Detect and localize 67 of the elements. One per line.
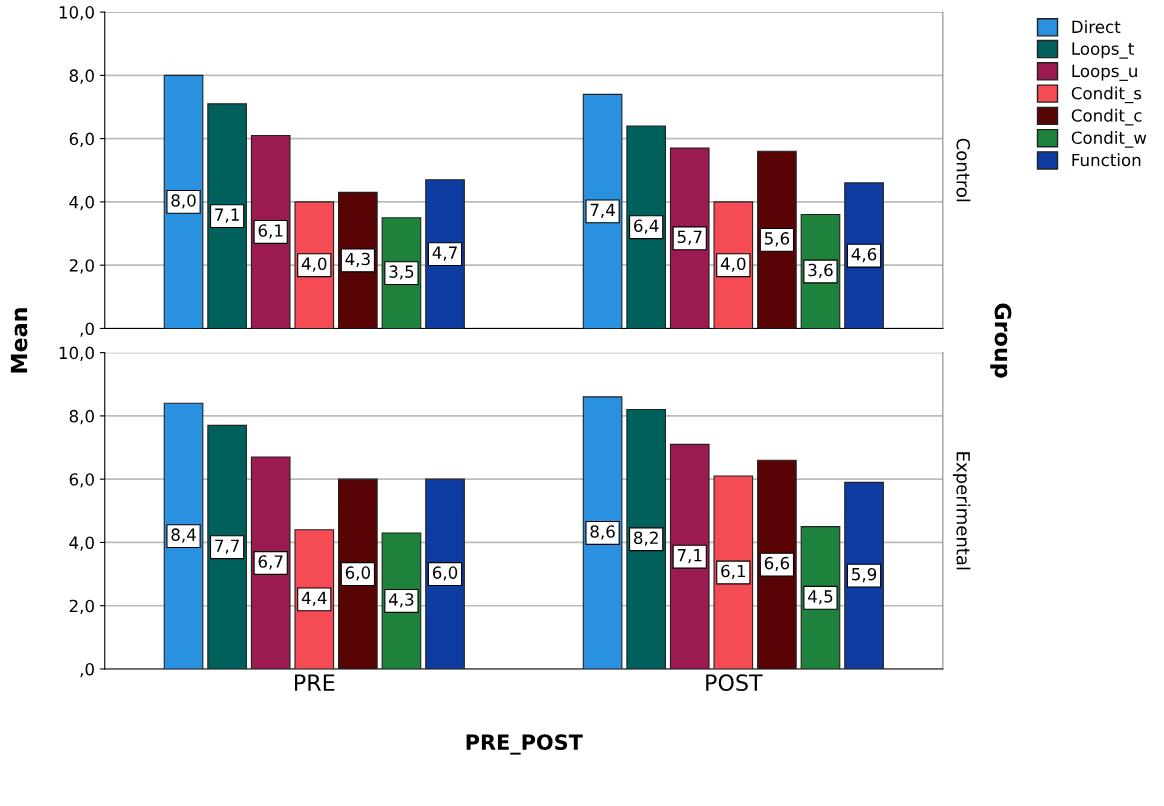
data-label: 4,3 — [345, 252, 370, 267]
data-label: 4,5 — [808, 590, 833, 605]
data-label: 3,6 — [808, 263, 833, 279]
legend-label: Condit_w — [1071, 131, 1147, 148]
y-tick-label: 8,0 — [69, 409, 94, 425]
data-label: 4,6 — [851, 247, 877, 263]
y-tick-label: 10,0 — [59, 6, 94, 21]
y-axis-title: Mean — [10, 308, 28, 373]
data-label: 7,4 — [590, 203, 615, 218]
y-tick-label: ,0 — [80, 662, 94, 678]
y-tick-label: 6,0 — [69, 132, 94, 147]
bar — [669, 443, 710, 669]
bar — [163, 402, 204, 669]
legend-label: Function — [1072, 153, 1141, 167]
legend-label: Loops_u — [1072, 64, 1137, 81]
y-tick-label: 2,0 — [69, 599, 94, 614]
bar — [844, 481, 884, 669]
data-label: 4,0 — [720, 257, 746, 272]
y-tick-label: 2,0 — [69, 259, 94, 274]
data-label: 4,0 — [301, 257, 327, 272]
data-label: 8,4 — [171, 528, 196, 543]
data-label: 6,0 — [432, 566, 458, 581]
data-label: 4,7 — [432, 246, 457, 261]
text: Control — [956, 138, 971, 202]
y-tick-label: 8,0 — [69, 69, 94, 84]
bar — [626, 409, 666, 669]
data-label: 4,4 — [301, 591, 327, 606]
bar — [626, 125, 666, 329]
data-label: 4,3 — [389, 593, 414, 608]
data-label: 8,0 — [171, 194, 196, 209]
data-label: 5,7 — [677, 230, 702, 245]
legend-label: Direct — [1072, 20, 1121, 34]
data-label: 6,0 — [345, 566, 371, 581]
bar — [207, 103, 247, 329]
x-tick-label: PRE — [295, 674, 335, 691]
data-label: 3,5 — [389, 265, 414, 280]
data-label: 6,1 — [258, 224, 283, 239]
bar — [207, 424, 247, 669]
y2-axis-title: Group — [990, 303, 1012, 378]
data-label: 8,6 — [590, 525, 615, 540]
data-label: 7,7 — [215, 539, 239, 554]
y-tick-label: ,0 — [80, 322, 94, 337]
bar — [250, 134, 291, 329]
data-label: 7,1 — [215, 208, 239, 223]
legend-label: Condit_s — [1071, 86, 1142, 104]
bar — [757, 459, 797, 669]
data-label: 7,1 — [677, 549, 702, 564]
y-tick-label: 10,0 — [59, 346, 94, 361]
data-label: 5,6 — [764, 232, 790, 247]
y-tick-label: 6,0 — [69, 473, 94, 488]
data-label: 8,2 — [634, 531, 658, 546]
bar — [582, 396, 623, 669]
legend-label: Loops_t — [1072, 42, 1134, 59]
legend-label: Condit_c — [1071, 108, 1142, 126]
y-tick-label: 4,0 — [69, 536, 94, 551]
data-label: 6,4 — [634, 219, 659, 234]
bar — [250, 456, 291, 669]
data-label: 6,6 — [764, 556, 790, 572]
bar — [163, 74, 204, 329]
bar — [582, 93, 623, 329]
x-tick-label: POST — [706, 674, 763, 692]
data-label: 6,1 — [721, 564, 746, 580]
x-axis-title: PRE_POST — [466, 734, 583, 755]
text: Experimental — [952, 452, 971, 570]
data-label: 6,7 — [258, 555, 283, 570]
y-tick-label: 4,0 — [69, 195, 94, 211]
data-label: 5,9 — [852, 567, 877, 583]
